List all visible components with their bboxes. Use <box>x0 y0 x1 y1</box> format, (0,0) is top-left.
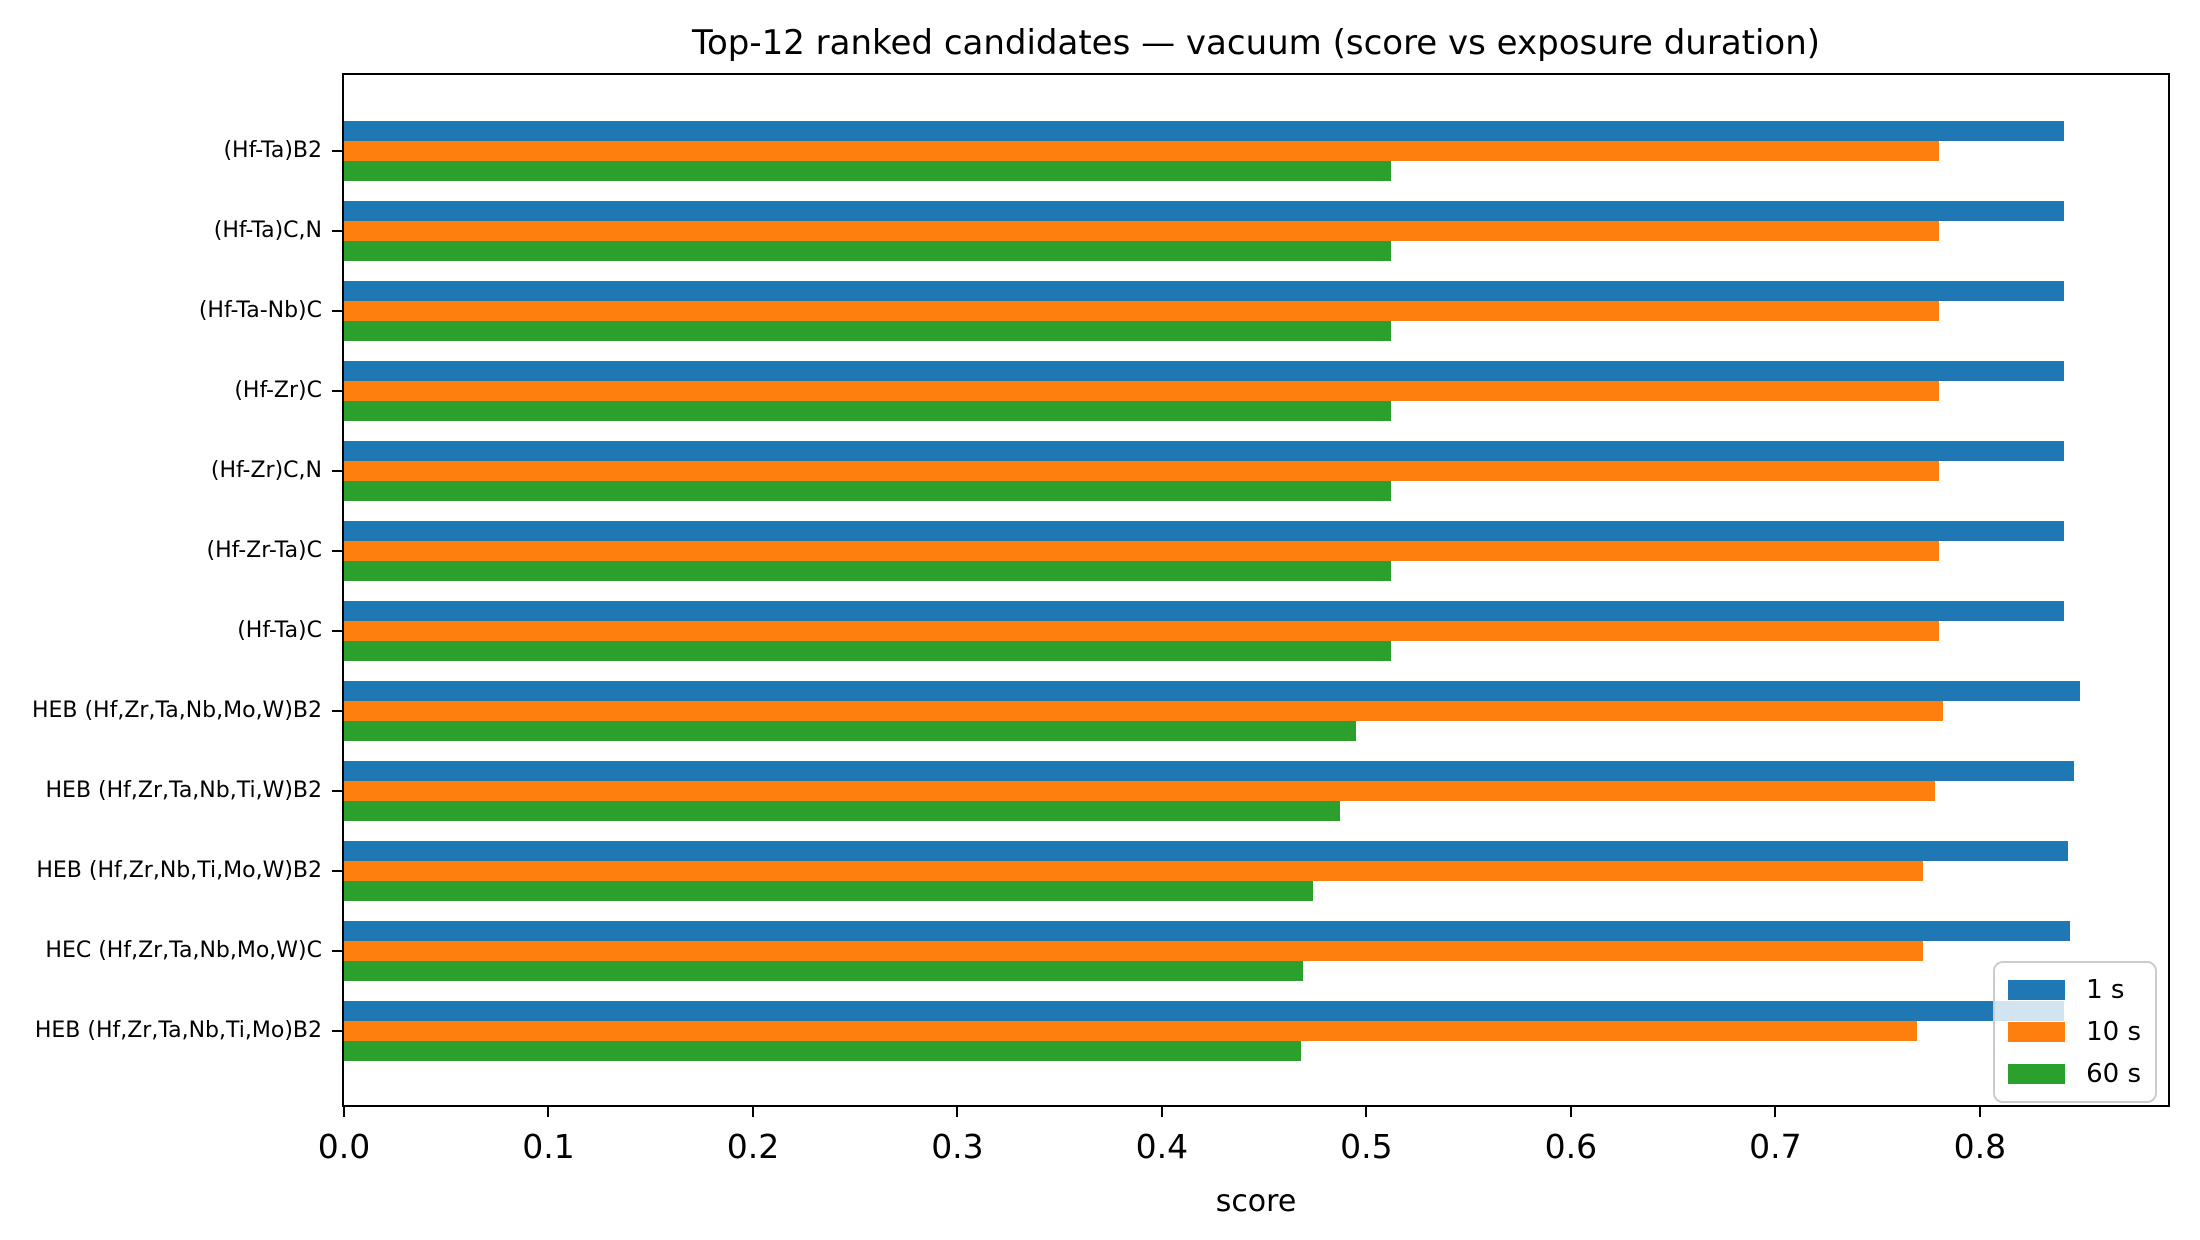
bar-60s-row6 <box>344 561 1391 581</box>
x-tick-label: 0.4 <box>1135 1127 1189 1166</box>
bar-10s-row2 <box>344 221 1939 241</box>
legend-label: 10 s <box>2086 1017 2141 1047</box>
y-tick-label: HEB (Hf,Zr,Nb,Ti,Mo,W)B2 <box>36 858 322 883</box>
bar-1s-row8 <box>344 681 2081 701</box>
x-axis-label: score <box>1215 1184 1297 1219</box>
legend-label: 60 s <box>2086 1059 2141 1089</box>
bar-60s-row5 <box>344 481 1391 501</box>
bar-1s-row3 <box>344 281 2064 301</box>
bar-60s-row2 <box>344 241 1391 261</box>
y-tick-mark <box>332 630 344 632</box>
x-tick-label: 0.8 <box>1953 1127 2007 1166</box>
y-tick-mark <box>332 470 344 472</box>
y-tick-label: (Hf-Ta)C <box>237 618 322 643</box>
x-tick-mark <box>1569 1107 1572 1117</box>
bar-1s-row2 <box>344 201 2064 221</box>
y-tick-mark <box>332 150 344 152</box>
bar-10s-row6 <box>344 541 1939 561</box>
bar-1s-row12 <box>344 1001 2064 1021</box>
legend-entry-10s: 10 s <box>2008 1017 2141 1047</box>
bar-60s-row12 <box>344 1041 1301 1061</box>
x-tick-mark <box>1978 1107 1981 1117</box>
legend-entry-1s: 1 s <box>2008 975 2141 1005</box>
bar-1s-row5 <box>344 441 2064 461</box>
bar-10s-row5 <box>344 461 1939 481</box>
y-tick-mark <box>332 950 344 952</box>
y-tick-mark <box>332 790 344 792</box>
x-tick-mark <box>547 1107 550 1117</box>
legend-swatch-icon <box>2008 1022 2066 1042</box>
bar-60s-row7 <box>344 641 1391 661</box>
x-tick-label: 0.1 <box>522 1127 575 1166</box>
x-tick-label: 0.6 <box>1544 1127 1598 1166</box>
bar-10s-row4 <box>344 381 1939 401</box>
bar-10s-row9 <box>344 781 1935 801</box>
x-tick-mark <box>751 1107 754 1117</box>
x-tick-mark <box>1160 1107 1163 1117</box>
x-tick-mark <box>343 1107 345 1117</box>
legend-entry-60s: 60 s <box>2008 1059 2141 1089</box>
bar-1s-row7 <box>344 601 2064 621</box>
y-tick-label: HEB (Hf,Zr,Ta,Nb,Ti,W)B2 <box>45 778 322 803</box>
bar-60s-row3 <box>344 321 1391 341</box>
x-tick-mark <box>956 1107 959 1117</box>
bar-1s-row4 <box>344 361 2064 381</box>
bar-10s-row7 <box>344 621 1939 641</box>
x-tick-mark <box>1365 1107 1368 1117</box>
x-tick-label: 0.2 <box>726 1127 780 1166</box>
bar-60s-row4 <box>344 401 1391 421</box>
y-tick-label: (Hf-Ta-Nb)C <box>198 298 322 323</box>
bar-10s-row8 <box>344 701 1944 721</box>
y-tick-label: (Hf-Zr-Ta)C <box>206 538 322 563</box>
y-tick-label: (Hf-Ta)B2 <box>223 138 322 163</box>
legend-label: 1 s <box>2086 975 2125 1005</box>
bar-60s-row10 <box>344 881 1314 901</box>
legend: 1 s 10 s 60 s <box>1993 961 2157 1103</box>
y-tick-label: (Hf-Zr)C <box>234 378 322 403</box>
y-tick-mark <box>332 870 344 872</box>
x-tick-mark <box>1774 1107 1777 1117</box>
bar-10s-row1 <box>344 141 1939 161</box>
bar-1s-row11 <box>344 921 2070 941</box>
x-tick-label: 0.5 <box>1340 1127 1393 1166</box>
bar-10s-row12 <box>344 1021 1917 1041</box>
y-tick-label: (Hf-Zr)C,N <box>210 458 322 483</box>
y-tick-mark <box>332 710 344 712</box>
bar-1s-row10 <box>344 841 2068 861</box>
bar-1s-row9 <box>344 761 2074 781</box>
y-tick-mark <box>332 230 344 232</box>
bar-60s-row8 <box>344 721 1357 741</box>
y-tick-label: (Hf-Ta)C,N <box>213 218 322 243</box>
bar-60s-row11 <box>344 961 1303 981</box>
y-tick-label: HEB (Hf,Zr,Ta,Nb,Mo,W)B2 <box>31 698 322 723</box>
plot-area: 1 s 10 s 60 s <box>342 73 2170 1107</box>
bar-10s-row3 <box>344 301 1939 321</box>
bar-10s-row10 <box>344 861 1923 881</box>
bar-1s-row6 <box>344 521 2064 541</box>
bar-1s-row1 <box>344 121 2064 141</box>
bar-10s-row11 <box>344 941 1923 961</box>
bar-60s-row9 <box>344 801 1340 821</box>
y-tick-mark <box>332 390 344 392</box>
y-tick-mark <box>332 550 344 552</box>
legend-swatch-icon <box>2008 1064 2066 1084</box>
legend-swatch-icon <box>2008 980 2066 1000</box>
bar-60s-row1 <box>344 161 1391 181</box>
x-tick-label: 0.3 <box>931 1127 984 1166</box>
y-tick-label: HEC (Hf,Zr,Ta,Nb,Mo,W)C <box>45 938 322 963</box>
chart-title: Top-12 ranked candidates — vacuum (score… <box>691 23 1821 63</box>
y-tick-mark <box>332 310 344 312</box>
x-tick-label: 0.7 <box>1749 1127 1802 1166</box>
x-tick-label: 0.0 <box>317 1127 371 1166</box>
y-tick-label: HEB (Hf,Zr,Ta,Nb,Ti,Mo)B2 <box>34 1018 322 1043</box>
y-tick-mark <box>332 1030 344 1032</box>
